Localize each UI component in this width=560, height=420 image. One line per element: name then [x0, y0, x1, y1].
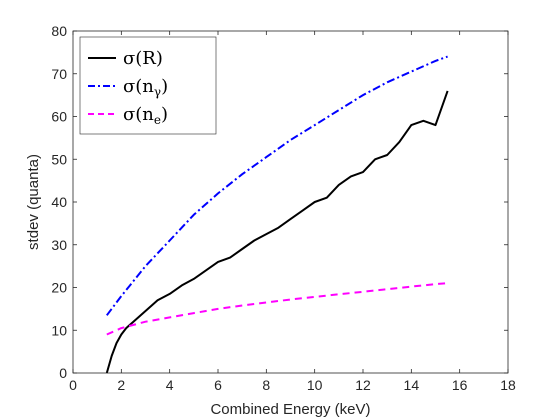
y-tick-label: 20 [51, 280, 67, 296]
plot-lines [105, 55, 449, 374]
legend-box [79, 36, 217, 135]
x-tick-label: 10 [307, 377, 323, 393]
ticks: 0 2 4 6 8 10 12 14 16 18 0 10 20 30 40 50 60 70 80 [51, 23, 516, 393]
x-tick-label: 2 [117, 377, 125, 393]
x-tick-label: 6 [214, 377, 222, 393]
x-tick-label: 0 [69, 377, 77, 393]
x-axis-label: Combined Energy (keV) [210, 401, 370, 418]
x-tick-label: 12 [355, 377, 371, 393]
y-tick-label: 60 [51, 109, 67, 125]
legend-label-1: σ(nγ) [123, 76, 168, 99]
y-tick-label: 80 [51, 23, 67, 39]
y-tick-label: 0 [59, 365, 67, 381]
x-tick-label: 14 [404, 377, 420, 393]
x-tick-label: 16 [452, 377, 468, 393]
x-tick-label: 4 [166, 377, 174, 393]
legend: σ(R) σ(nγ) σ(ne) [79, 36, 217, 135]
y-tick-label: 40 [51, 194, 67, 210]
legend-label-2: σ(ne) [123, 104, 168, 127]
y-tick-label: 50 [51, 151, 67, 167]
legend-label-0: σ(R) [123, 48, 163, 69]
x-tick-label: 8 [262, 377, 270, 393]
y-tick-label: 30 [51, 237, 67, 253]
y-axis-label: stdev (quanta) [25, 154, 42, 250]
y-tick-label: 70 [51, 66, 67, 82]
series-line-0 [105, 90, 449, 374]
y-tick-label: 10 [51, 322, 67, 338]
series-line-2 [106, 282, 448, 336]
series-line-1 [106, 55, 448, 316]
x-tick-label: 18 [500, 377, 516, 393]
